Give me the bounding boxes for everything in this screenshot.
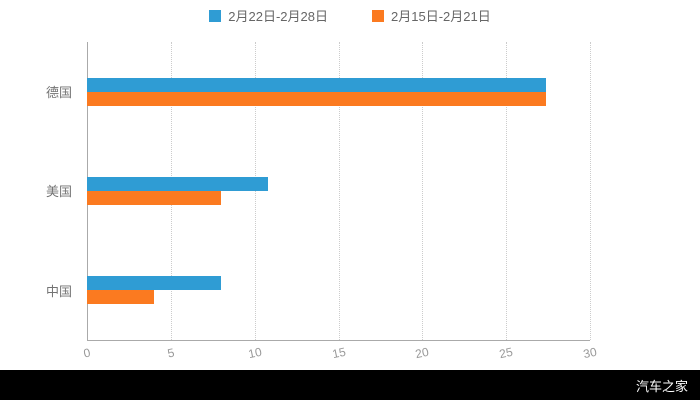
category-row <box>87 42 590 141</box>
category-label: 德国 <box>45 85 72 101</box>
category-label: 美国 <box>45 184 72 200</box>
bar-series0-cat0[interactable] <box>87 77 547 92</box>
watermark-text: 汽车之家 <box>635 378 688 394</box>
x-tick-label: 5 <box>166 345 176 361</box>
bar-series1-cat1[interactable] <box>87 190 222 205</box>
gridline <box>338 42 340 340</box>
x-tick-label: 15 <box>330 344 347 362</box>
bar-series1-cat2[interactable] <box>87 290 155 305</box>
legend-label: 2月22日-2月28日 <box>228 9 328 24</box>
bar-series1-cat0[interactable] <box>87 91 547 106</box>
category-row <box>87 141 590 240</box>
legend-swatch-icon <box>209 9 222 22</box>
gridline <box>422 42 424 340</box>
x-tick-label: 25 <box>498 344 515 362</box>
bars <box>87 42 590 340</box>
bar-series0-cat2[interactable] <box>87 276 222 291</box>
x-axis-labels: 0 5 10 15 20 25 30 <box>82 344 598 366</box>
x-tick-label: 10 <box>246 344 263 362</box>
category-label: 中国 <box>45 283 72 299</box>
watermark-bar: 汽车之家 <box>0 370 700 400</box>
x-tick-label: 30 <box>582 344 598 362</box>
category-labels: 德国 美国 中国 <box>0 42 80 340</box>
gridline <box>506 42 508 340</box>
gridline <box>590 42 591 340</box>
x-tick-label: 0 <box>82 345 92 361</box>
legend-item[interactable]: 2月15日-2月21日 <box>372 6 491 25</box>
legend: 2月22日-2月28日 2月15日-2月21日 <box>0 6 700 25</box>
bar-series0-cat1[interactable] <box>87 176 269 191</box>
legend-label: 2月15日-2月21日 <box>391 9 491 24</box>
legend-swatch-icon <box>372 9 384 22</box>
gridline <box>254 42 256 340</box>
legend-item[interactable]: 2月22日-2月28日 <box>209 6 328 25</box>
x-tick-label: 20 <box>414 344 431 362</box>
category-row <box>87 241 590 340</box>
plot-area <box>87 42 591 341</box>
